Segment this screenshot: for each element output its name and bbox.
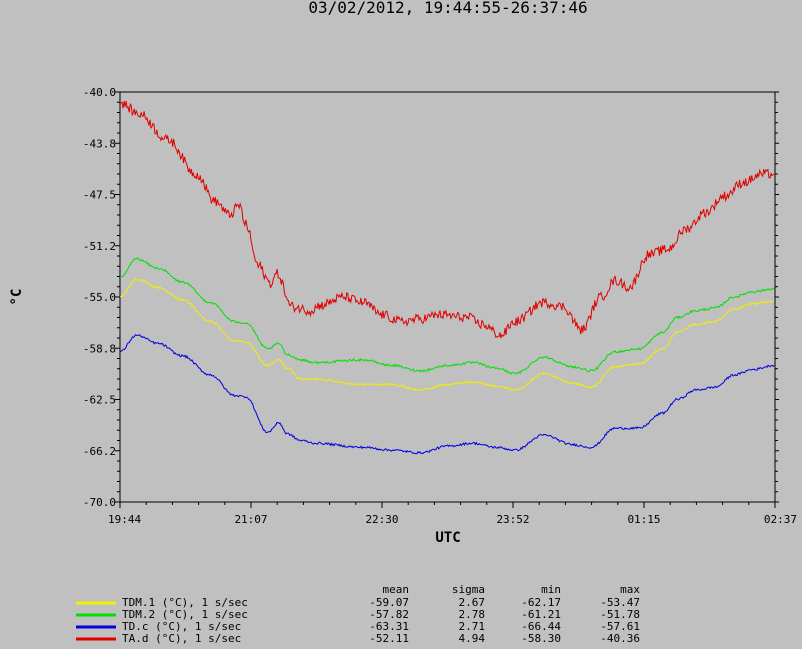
stat-value: 2.78 — [459, 608, 486, 621]
stat-value: -61.21 — [521, 608, 561, 621]
x-tick-label: 02:37 — [764, 513, 797, 526]
x-axis-ticks: 19:44 21:07 22:30 23:52 01:15 02:37 — [108, 502, 797, 526]
y-tick-label: -66.2 — [83, 445, 116, 458]
y-axis-ticks: -40.0 -43.8 -47.5 -51.2 -55.0 -58.8 -62.5 -66.2… — [83, 86, 779, 509]
y-tick-label: -40.0 — [83, 86, 116, 99]
y-tick-label: -47.5 — [83, 189, 116, 202]
stat-value: -53.47 — [600, 596, 640, 609]
x-tick-label: 23:52 — [496, 513, 529, 526]
stat-header: min — [541, 583, 561, 596]
y-tick-label: -51.2 — [83, 240, 116, 253]
plot-area — [119, 91, 776, 503]
series-line-3 — [120, 100, 775, 339]
x-tick-label: 19:44 — [108, 513, 141, 526]
series-line-0 — [119, 278, 775, 392]
legend-label: TDM.1 (°C), 1 s/sec — [122, 596, 248, 609]
stat-value: -57.61 — [600, 620, 640, 633]
x-tick-label: 21:07 — [234, 513, 267, 526]
stat-value: 2.67 — [459, 596, 486, 609]
y-axis-label: °C — [9, 289, 25, 306]
x-tick-label: 22:30 — [365, 513, 398, 526]
legend-label: TA.d (°C), 1 s/sec — [122, 632, 241, 645]
stat-value: -51.78 — [600, 608, 640, 621]
stat-value: -59.07 — [369, 596, 409, 609]
stat-header: mean — [383, 583, 410, 596]
series-layer — [119, 100, 775, 455]
stat-header: max — [620, 583, 640, 596]
stat-value: 4.94 — [459, 632, 486, 645]
x-tick-label: 01:15 — [627, 513, 660, 526]
y-tick-label: -43.8 — [83, 137, 116, 150]
stat-value: -63.31 — [369, 620, 409, 633]
stat-value: -40.36 — [600, 632, 640, 645]
stat-value: -52.11 — [369, 632, 409, 645]
y-tick-label: -55.0 — [83, 291, 116, 304]
chart-title: 03/02/2012, 19:44:55-26:37:46 — [308, 0, 587, 17]
stat-header: sigma — [452, 583, 485, 596]
y-tick-label: -58.8 — [83, 342, 116, 355]
stat-value: -57.82 — [369, 608, 409, 621]
stat-value: -58.30 — [521, 632, 561, 645]
x-axis-label: UTC — [435, 530, 460, 546]
y-tick-label: -62.5 — [83, 394, 116, 407]
stat-value: -62.17 — [521, 596, 561, 609]
legend-label: TD.c (°C), 1 s/sec — [122, 620, 241, 633]
y-tick-label: -70.0 — [83, 496, 116, 509]
series-line-1 — [119, 257, 775, 375]
stat-value: 2.71 — [459, 620, 486, 633]
stat-value: -66.44 — [521, 620, 561, 633]
legend: mean sigma min max TDM.1 (°C), 1 s/sec -59.07… — [76, 583, 640, 645]
legend-label: TDM.2 (°C), 1 s/sec — [122, 608, 248, 621]
series-line-2 — [119, 333, 775, 455]
